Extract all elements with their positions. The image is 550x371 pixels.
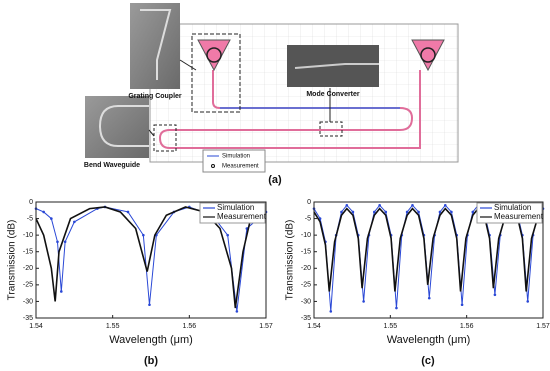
x-tick-label: 1.56 xyxy=(460,323,474,330)
coupler-right xyxy=(411,39,445,72)
marker xyxy=(526,300,530,303)
series-line xyxy=(35,206,267,312)
marker xyxy=(318,217,322,220)
y-tick-label: -10 xyxy=(23,232,33,239)
marker xyxy=(395,306,398,310)
y-tick-label: -10 xyxy=(301,232,311,239)
callout xyxy=(191,33,241,113)
y-tick-label: -5 xyxy=(305,215,311,222)
callout xyxy=(153,124,177,152)
marker xyxy=(56,240,59,244)
marker xyxy=(411,204,414,207)
marker xyxy=(450,210,453,214)
caption: (b) xyxy=(144,355,158,367)
marker xyxy=(329,310,333,313)
marker xyxy=(351,210,355,214)
label: Bend Waveguide xyxy=(84,162,140,169)
y-tick-label: 0 xyxy=(29,199,33,206)
marker xyxy=(427,296,431,300)
y-tick-label: 0 xyxy=(307,199,311,206)
legend xyxy=(476,202,543,224)
x-tick-label: 1.55 xyxy=(106,323,120,330)
marker xyxy=(73,220,76,224)
marker xyxy=(460,303,464,307)
marker xyxy=(148,303,151,307)
label: Mode Converter xyxy=(306,91,360,98)
callout xyxy=(319,121,343,137)
sem-image xyxy=(130,3,180,89)
series-line xyxy=(35,206,267,309)
marker xyxy=(42,210,45,214)
label: Grating Coupler xyxy=(128,93,182,100)
sem-feature xyxy=(294,63,379,69)
y-tick-label: -35 xyxy=(23,315,33,322)
marker xyxy=(362,300,365,303)
marker xyxy=(235,310,239,313)
x-tick-label: 1.55 xyxy=(384,323,398,330)
marker xyxy=(417,210,420,214)
x-tick-label: 1.57 xyxy=(259,323,273,330)
marker xyxy=(405,210,409,214)
legend-label: Measurement xyxy=(222,164,259,170)
ring xyxy=(206,47,222,63)
x-tick-label: 1.56 xyxy=(183,323,197,330)
legend-label: Simulation xyxy=(494,203,531,212)
marker xyxy=(378,204,381,207)
plot-frame xyxy=(35,201,267,319)
y-tick-label: -25 xyxy=(301,282,311,289)
panel-a: Grating Coupler Mode Converter Bend Wave… xyxy=(84,3,459,186)
pointer xyxy=(179,59,197,71)
pointer xyxy=(148,129,155,137)
marker xyxy=(60,290,63,293)
legend-label: Measurement xyxy=(494,212,544,221)
legend-label: Measurement xyxy=(217,212,267,221)
marker xyxy=(471,210,475,214)
waveguide xyxy=(158,70,421,149)
y-tick-label: -15 xyxy=(23,249,33,256)
layout-box xyxy=(149,23,459,163)
legend-marker xyxy=(211,164,215,168)
y-tick-label: -20 xyxy=(23,265,33,272)
marker xyxy=(373,210,376,214)
marker xyxy=(340,210,343,214)
y-tick-label: -30 xyxy=(23,298,33,305)
y-tick-label: -5 xyxy=(27,215,33,222)
sem-feature xyxy=(140,9,172,80)
marker xyxy=(443,204,447,207)
x-axis-label: Wavelength (μm) xyxy=(109,334,193,346)
y-tick-label: -30 xyxy=(301,298,311,305)
sem-image xyxy=(287,45,379,87)
caption: (a) xyxy=(268,174,282,186)
plot-frame xyxy=(313,201,544,319)
marker xyxy=(63,240,67,244)
marker xyxy=(226,233,229,237)
y-axis-label: Transmission (dB) xyxy=(285,220,296,301)
ring xyxy=(420,47,436,63)
x-tick-label: 1.54 xyxy=(307,323,321,330)
marker xyxy=(345,204,349,207)
legend-label: Simulation xyxy=(222,154,250,160)
x-tick-label: 1.54 xyxy=(29,323,43,330)
legend xyxy=(199,202,266,224)
y-tick-label: -15 xyxy=(301,249,311,256)
marker xyxy=(438,210,442,214)
marker xyxy=(493,293,497,297)
legend-label: Simulation xyxy=(217,203,254,212)
marker xyxy=(50,217,53,220)
y-axis-label: Transmission (dB) xyxy=(7,220,18,301)
caption: (c) xyxy=(421,355,435,367)
sem-feature xyxy=(98,105,149,147)
x-axis-label: Wavelength (μm) xyxy=(387,334,471,346)
marker xyxy=(126,210,130,214)
y-tick-label: -20 xyxy=(301,265,311,272)
marker xyxy=(384,210,388,214)
y-tick-label: -25 xyxy=(23,282,33,289)
marker xyxy=(142,233,145,237)
x-tick-label: 1.57 xyxy=(536,323,550,330)
y-tick-label: -35 xyxy=(301,315,311,322)
coupler-left xyxy=(197,39,231,72)
